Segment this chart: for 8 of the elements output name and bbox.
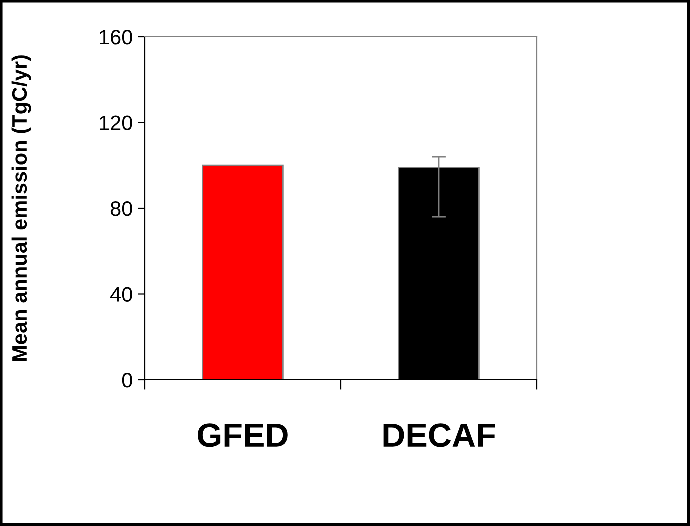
y-tick-label: 160 bbox=[100, 30, 132, 45]
x-tick-label: GFED bbox=[198, 424, 288, 448]
y-tick-label: 120 bbox=[100, 116, 132, 131]
y-tick-label: 80 bbox=[110, 202, 132, 216]
x-tick-label: DECAF bbox=[384, 424, 496, 448]
y-tick-label: 0 bbox=[122, 373, 132, 388]
y-tick-label: 40 bbox=[110, 287, 132, 302]
y-axis-title: Mean annual emission (TgC/yr) bbox=[12, 56, 32, 362]
